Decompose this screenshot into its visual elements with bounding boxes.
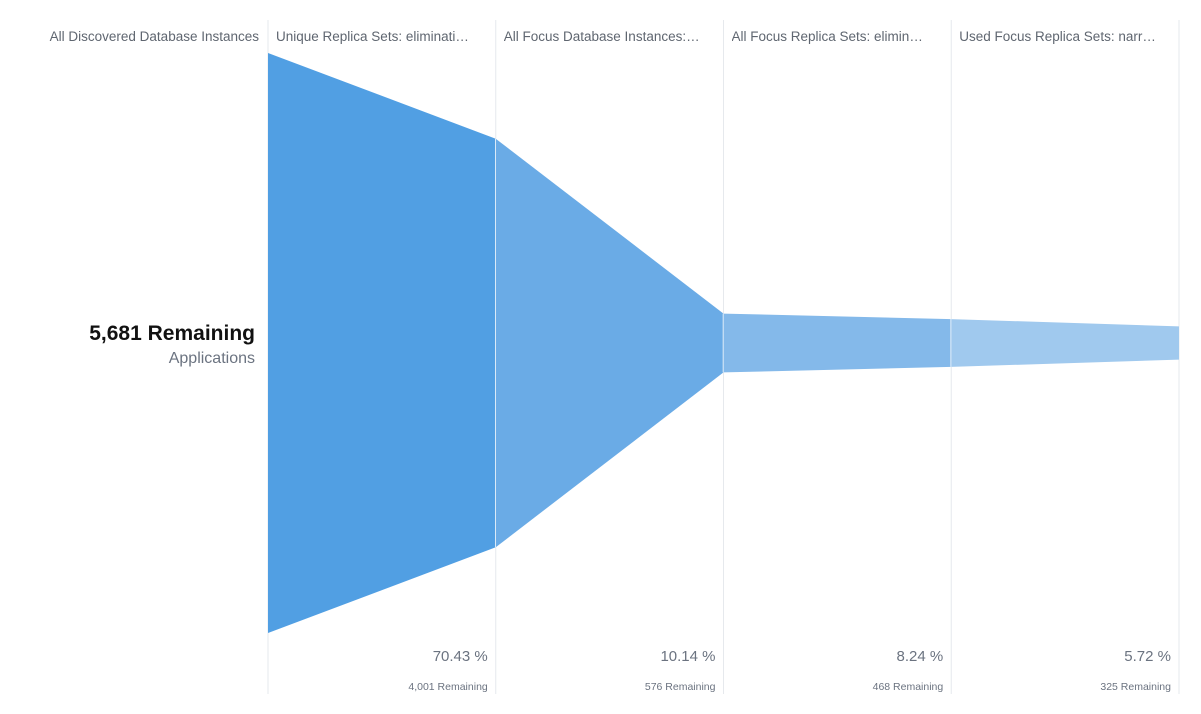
stage-remaining-1: 4,001 Remaining [408, 681, 488, 693]
stage-remaining-2: 576 Remaining [644, 681, 716, 693]
stage-header-1: Unique Replica Sets: eliminati… [276, 29, 469, 44]
stage-remaining-3: 468 Remaining [872, 681, 944, 693]
total-summary: 5,681 Remaining Applications [0, 320, 255, 370]
total-remaining-word: Remaining [147, 322, 255, 345]
stage-percent-2: 10.14 % [660, 648, 716, 665]
stage-percent-3: 8.24 % [896, 648, 944, 665]
stage-percent-1: 70.43 % [432, 648, 488, 665]
total-unit-label: Applications [168, 350, 255, 367]
total-remaining: 5,681 Remaining [0, 320, 255, 348]
stage-header-2: All Focus Database Instances:… [503, 29, 700, 44]
stage-percent-4: 5.72 % [1124, 648, 1171, 665]
total-count: 5,681 [89, 322, 142, 345]
stage-remaining-4: 325 Remaining [1100, 681, 1171, 693]
stage-header-4: Used Focus Replica Sets: narr… [959, 29, 1156, 44]
funnel-segment-4[interactable] [951, 319, 1179, 367]
stage-header-3: All Focus Replica Sets: elimin… [731, 29, 923, 44]
funnel-segment-1[interactable] [268, 53, 496, 633]
funnel-segment-3[interactable] [723, 313, 952, 373]
funnel-segment-2[interactable] [495, 138, 724, 548]
